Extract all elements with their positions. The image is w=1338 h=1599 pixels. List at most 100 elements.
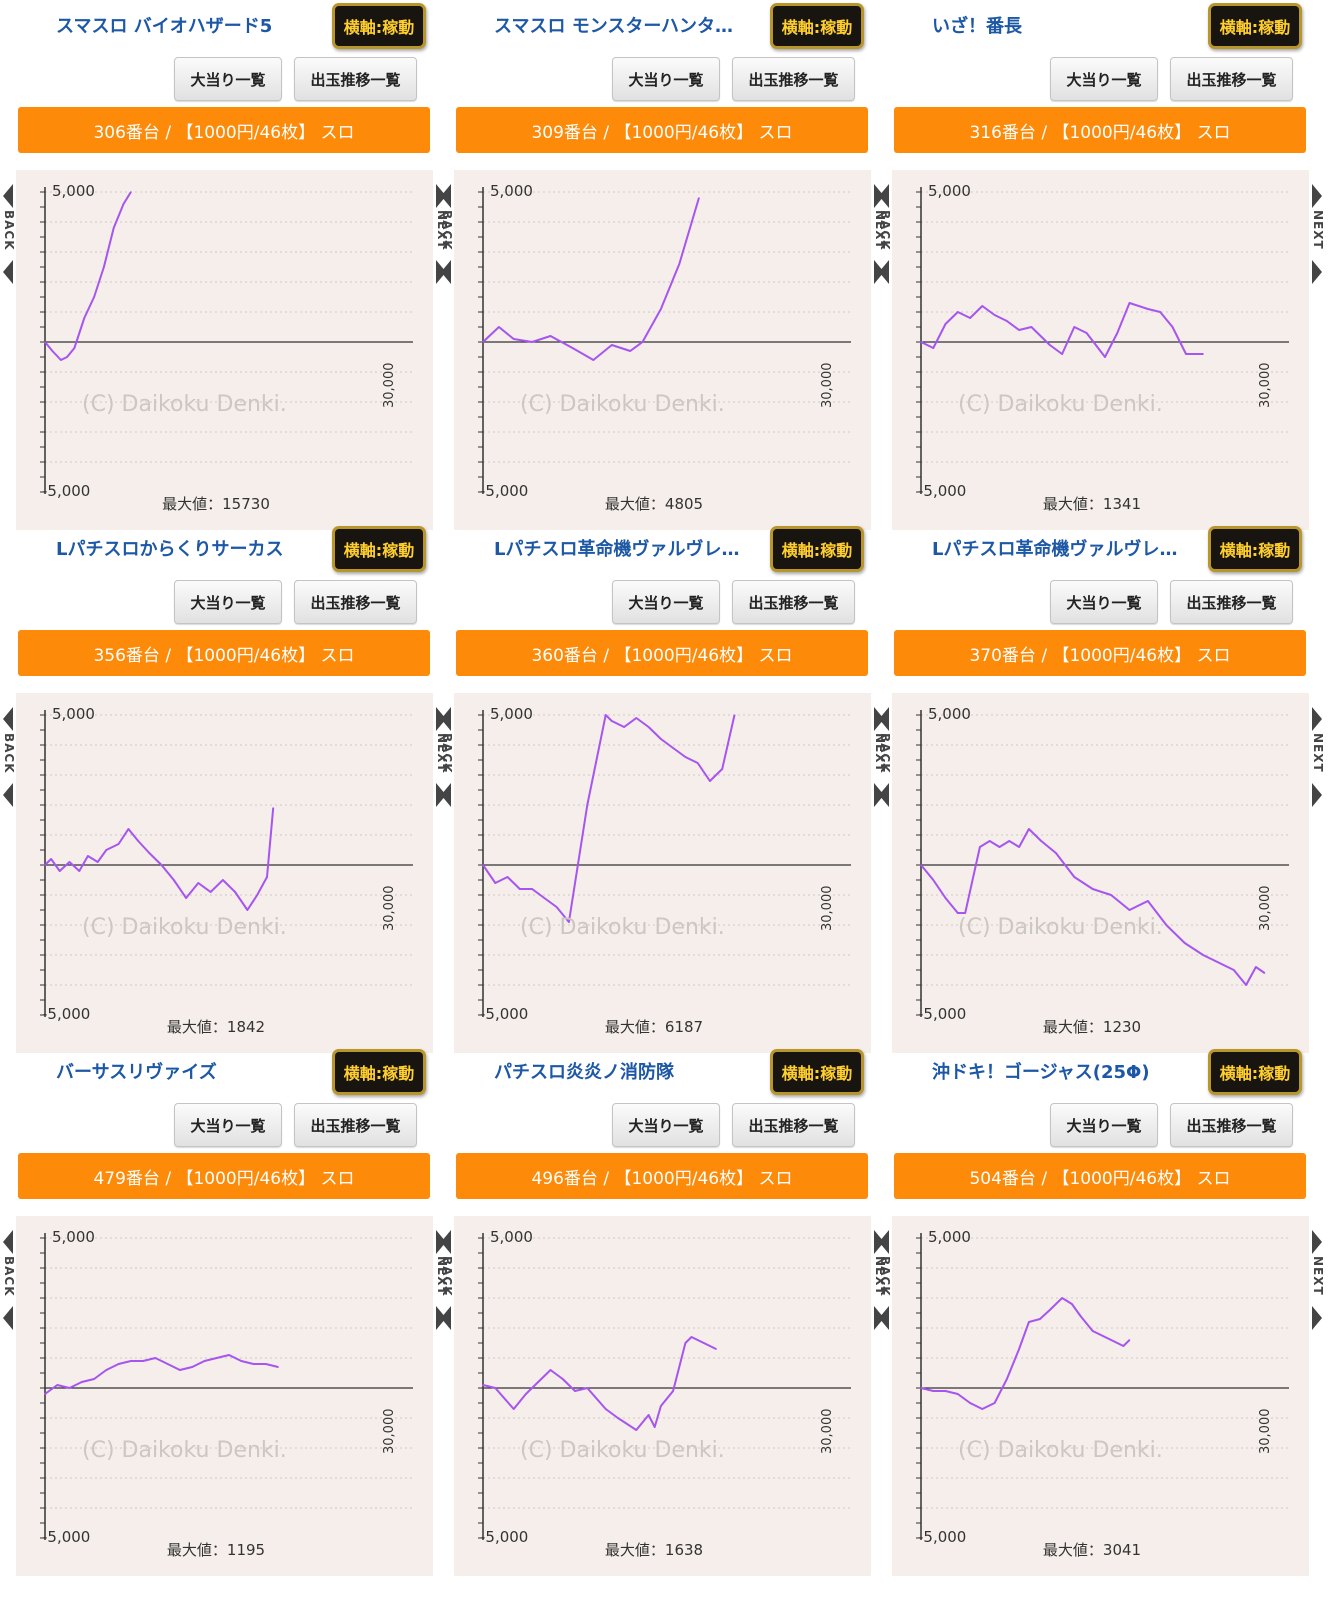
machine-title[interactable]: Lパチスロからくりサーカス	[56, 539, 284, 560]
trend-point	[920, 864, 922, 866]
trend-line	[44, 191, 132, 361]
trend-list-button[interactable]: 出玉推移一覧	[732, 1103, 855, 1147]
back-nav-button[interactable]: BACK	[876, 707, 894, 807]
trend-point	[988, 840, 991, 842]
machine-title[interactable]: スマスロ バイオハザード5	[56, 16, 273, 37]
trend-point	[571, 347, 574, 349]
trend-point	[647, 1414, 650, 1416]
machine-number-bar[interactable]: 356番台 / 【1000円/46枚】 スロ	[18, 630, 430, 676]
trend-point	[1006, 320, 1008, 322]
machine-number-bar[interactable]: 370番台 / 【1000円/46枚】 スロ	[894, 630, 1306, 676]
trend-point	[549, 1369, 552, 1371]
machine-panel: いざ！番長 横軸:稼動 大当り一覧 出玉推移一覧 316番台 / 【1000円/…	[878, 0, 1338, 533]
axis-toggle-button[interactable]: 横軸:稼動	[1208, 526, 1302, 572]
trend-point	[672, 747, 674, 749]
trend-line	[44, 1354, 279, 1395]
trend-list-button[interactable]: 出玉推移一覧	[1170, 57, 1293, 101]
back-nav-button[interactable]: BACK	[876, 184, 894, 284]
trend-point	[1085, 332, 1088, 334]
machine-title[interactable]: Lパチスロ革命機ヴァルヴレ…	[494, 539, 740, 560]
trend-point	[604, 714, 607, 716]
hit-list-button[interactable]: 大当り一覧	[612, 1103, 720, 1147]
trend-list-button[interactable]: 出玉推移一覧	[294, 580, 417, 624]
trend-point	[531, 341, 533, 343]
y-max-label: 5,000	[490, 182, 533, 200]
trend-point	[185, 897, 187, 899]
trend-point	[215, 1357, 218, 1359]
trend-chart-svg	[40, 1233, 413, 1540]
machine-number-bar[interactable]: 496番台 / 【1000円/46枚】 スロ	[456, 1153, 868, 1199]
trend-point	[586, 1387, 589, 1389]
axis-toggle-button[interactable]: 横軸:稼動	[1208, 1049, 1302, 1095]
trend-list-button[interactable]: 出玉推移一覧	[1170, 580, 1293, 624]
y-max-label: 5,000	[52, 182, 95, 200]
max-value-label: 最大値：6187	[604, 1018, 704, 1036]
axis-toggle-button[interactable]: 横軸:稼動	[770, 3, 864, 49]
back-label: BACK	[2, 210, 16, 251]
machine-number-bar[interactable]: 504番台 / 【1000円/46枚】 スロ	[894, 1153, 1306, 1199]
trend-point	[73, 347, 76, 349]
axis-toggle-button[interactable]: 横軸:稼動	[332, 3, 426, 49]
back-label: BACK	[878, 733, 892, 774]
trend-list-button[interactable]: 出玉推移一覧	[294, 1103, 417, 1147]
max-value-label: 最大値：1341	[1042, 495, 1142, 513]
trend-point	[1104, 356, 1106, 358]
y-min-label: -5,000	[42, 1528, 91, 1546]
x-max-label: 30,000	[1258, 362, 1273, 408]
machine-title[interactable]: Lパチスロ革命機ヴァルヴレ…	[932, 539, 1178, 560]
trend-point	[1061, 353, 1063, 355]
machine-number-bar[interactable]: 309番台 / 【1000円/46枚】 スロ	[456, 107, 868, 153]
trend-point	[68, 1387, 71, 1389]
hit-list-button[interactable]: 大当り一覧	[174, 57, 282, 101]
back-nav-button[interactable]: BACK	[0, 184, 18, 284]
trend-list-button[interactable]: 出玉推移一覧	[1170, 1103, 1293, 1147]
back-nav-button[interactable]: BACK	[438, 707, 456, 807]
trend-point	[629, 350, 631, 352]
next-nav-button[interactable]: NEXT	[1309, 184, 1327, 284]
trend-point	[1202, 954, 1204, 956]
machine-title[interactable]: いざ！番長	[932, 16, 1022, 37]
trend-point	[660, 738, 662, 740]
machine-title[interactable]: 沖ドキ！ゴージャス(25Φ)	[932, 1062, 1150, 1083]
back-nav-button[interactable]: BACK	[438, 1230, 456, 1330]
machine-panel: Lパチスロ革命機ヴァルヴレ… 横軸:稼動 大当り一覧 出玉推移一覧 360番台 …	[440, 523, 900, 1056]
x-max-label: 30,000	[382, 362, 397, 408]
y-min-label: -5,000	[42, 1005, 91, 1023]
machine-title[interactable]: バーサスリヴァイズ	[56, 1062, 217, 1083]
axis-toggle-button[interactable]: 横軸:稼動	[1208, 3, 1302, 49]
next-nav-button[interactable]: NEXT	[1309, 707, 1327, 807]
hit-list-button[interactable]: 大当り一覧	[1050, 57, 1158, 101]
back-arrow-icon	[441, 1306, 451, 1330]
trend-point	[1079, 1315, 1082, 1317]
trend-point	[981, 305, 984, 307]
back-nav-button[interactable]: BACK	[438, 184, 456, 284]
trend-list-button[interactable]: 出玉推移一覧	[732, 580, 855, 624]
back-nav-button[interactable]: BACK	[0, 1230, 18, 1330]
back-nav-button[interactable]: BACK	[0, 707, 18, 807]
trend-point	[1185, 353, 1187, 355]
next-nav-button[interactable]: NEXT	[1309, 1230, 1327, 1330]
machine-number-bar[interactable]: 360番台 / 【1000円/46枚】 スロ	[456, 630, 868, 676]
trend-list-button[interactable]: 出玉推移一覧	[732, 57, 855, 101]
axis-toggle-button[interactable]: 横軸:稼動	[332, 1049, 426, 1095]
trend-line	[482, 197, 700, 361]
machine-number-bar[interactable]: 316番台 / 【1000円/46枚】 スロ	[894, 107, 1306, 153]
trend-point	[1030, 326, 1033, 328]
machine-number-bar[interactable]: 306番台 / 【1000円/46枚】 スロ	[18, 107, 430, 153]
hit-list-button[interactable]: 大当り一覧	[612, 57, 720, 101]
axis-toggle-button[interactable]: 横軸:稼動	[770, 1049, 864, 1095]
axis-toggle-button[interactable]: 横軸:稼動	[770, 526, 864, 572]
hit-list-button[interactable]: 大当り一覧	[1050, 580, 1158, 624]
trend-list-button[interactable]: 出玉推移一覧	[294, 57, 417, 101]
back-nav-button[interactable]: BACK	[876, 1230, 894, 1330]
trend-point	[660, 308, 662, 310]
axis-toggle-button[interactable]: 横軸:稼動	[332, 526, 426, 572]
machine-number-bar[interactable]: 479番台 / 【1000円/46枚】 スロ	[18, 1153, 430, 1199]
hit-list-button[interactable]: 大当り一覧	[174, 580, 282, 624]
trend-point	[586, 804, 589, 806]
hit-list-button[interactable]: 大当り一覧	[174, 1103, 282, 1147]
hit-list-button[interactable]: 大当り一覧	[1050, 1103, 1158, 1147]
machine-title[interactable]: パチスロ炎炎ノ消防隊	[494, 1062, 674, 1083]
machine-title[interactable]: スマスロ モンスターハンタ…	[494, 16, 734, 37]
hit-list-button[interactable]: 大当り一覧	[612, 580, 720, 624]
